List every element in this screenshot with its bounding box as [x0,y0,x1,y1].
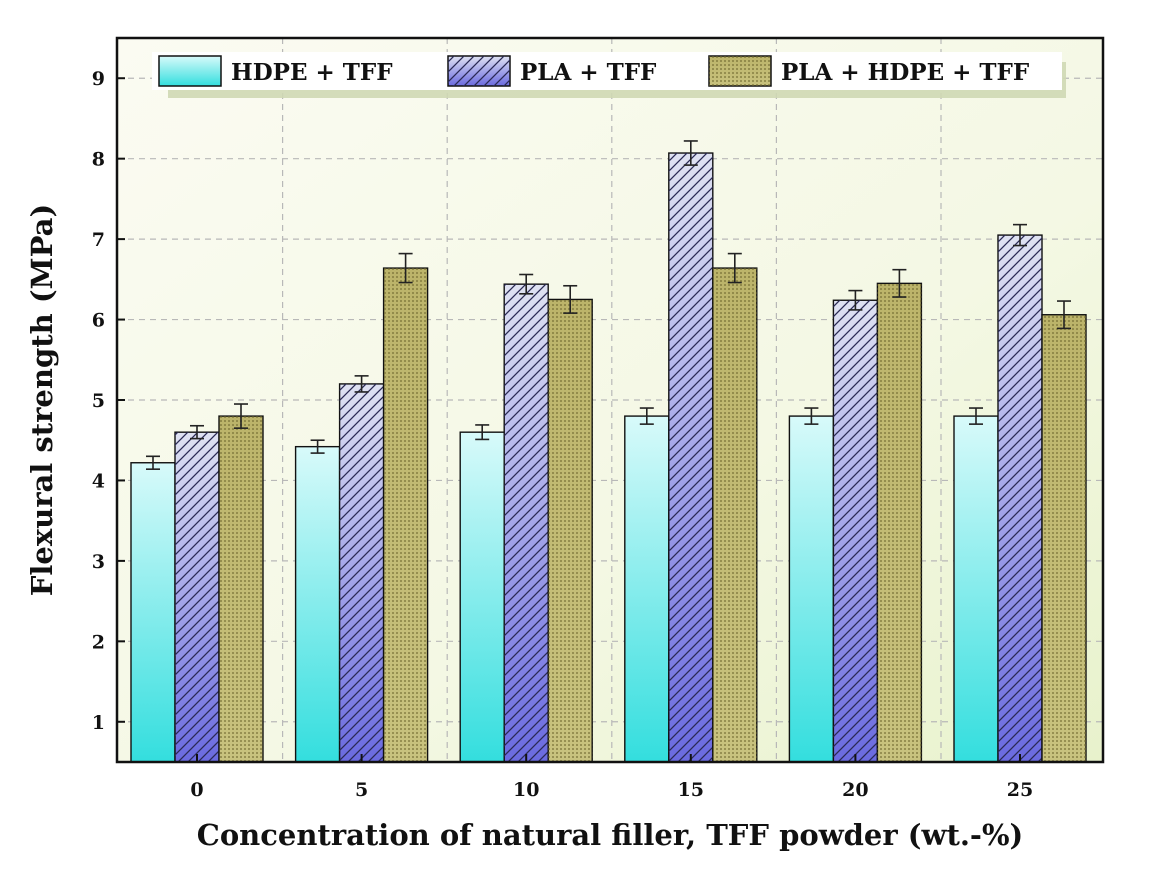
x-tick-label: 20 [842,779,868,801]
bar-pattern-pla-hdpe-tff-15 [712,268,757,762]
x-tick-label: 5 [355,779,368,801]
bar-pattern-pla-hdpe-tff-5 [383,268,428,762]
error-bars [146,140,1071,470]
bar-hdpe-tff-0 [130,462,176,763]
y-tick-label: 3 [92,551,105,573]
bars [130,152,1087,763]
legend-box [152,52,1062,90]
legend: HDPE + TFF PLA + TFF PLA + HDPE + TFF [152,52,1066,98]
y-tick-label: 1 [92,712,105,734]
plot-background [117,38,1103,762]
bar-pattern-pla-tff-25 [998,235,1042,763]
y-tick-label: 8 [92,149,105,171]
bar-hdpe-tff-10 [459,431,505,763]
x-tick-label: 10 [513,779,539,801]
y-tick-label: 9 [92,68,105,90]
bar-pattern-pla-hdpe-tff-10 [548,299,593,762]
legend-label-pla-tff: PLA + TFF [520,59,657,86]
y-axis-title: Flexural strength (MPa) [25,204,59,596]
legend-swatch-pla-tff-hatch [448,56,510,86]
bar-pattern-pla-tff-10 [504,284,549,762]
y-tick-label: 7 [92,229,105,251]
bar-hdpe-tff-25 [953,415,999,763]
x-axis-title: Concentration of natural filler, TFF pow… [197,818,1024,852]
bar-hdpe-tff-15 [624,415,670,763]
bar-pattern-pla-hdpe-tff-20 [877,283,922,762]
x-tick-label: 0 [190,779,203,801]
x-tick-label: 15 [678,779,704,801]
y-tick-label: 2 [92,631,105,653]
axis-ticks: 1 2 3 4 5 6 7 8 9 0 5 10 15 20 25 [92,68,1033,801]
bar-hdpe-tff-20 [788,415,835,763]
bar-pattern-pla-tff-15 [668,153,713,763]
bar-pattern-pla-hdpe-tff-25 [1042,314,1086,762]
legend-label-hdpe-tff: HDPE + TFF [231,59,393,86]
y-tick-label: 6 [92,310,105,332]
legend-label-pla-hdpe-tff: PLA + HDPE + TFF [781,59,1030,86]
legend-swatch-pla-hdpe-tff-pattern [709,56,771,86]
bar-pattern-pla-hdpe-tff-0 [219,416,263,762]
legend-swatch-hdpe-tff [158,55,222,87]
bar-pattern-pla-tff-5 [339,383,384,762]
y-tick-label: 4 [92,470,105,492]
x-tick-label: 25 [1007,779,1033,801]
bar-pattern-pla-tff-20 [833,300,878,762]
y-tick-label: 5 [92,390,105,412]
bar-hdpe-tff-5 [294,445,341,763]
bar-pattern-pla-tff-0 [175,432,219,762]
